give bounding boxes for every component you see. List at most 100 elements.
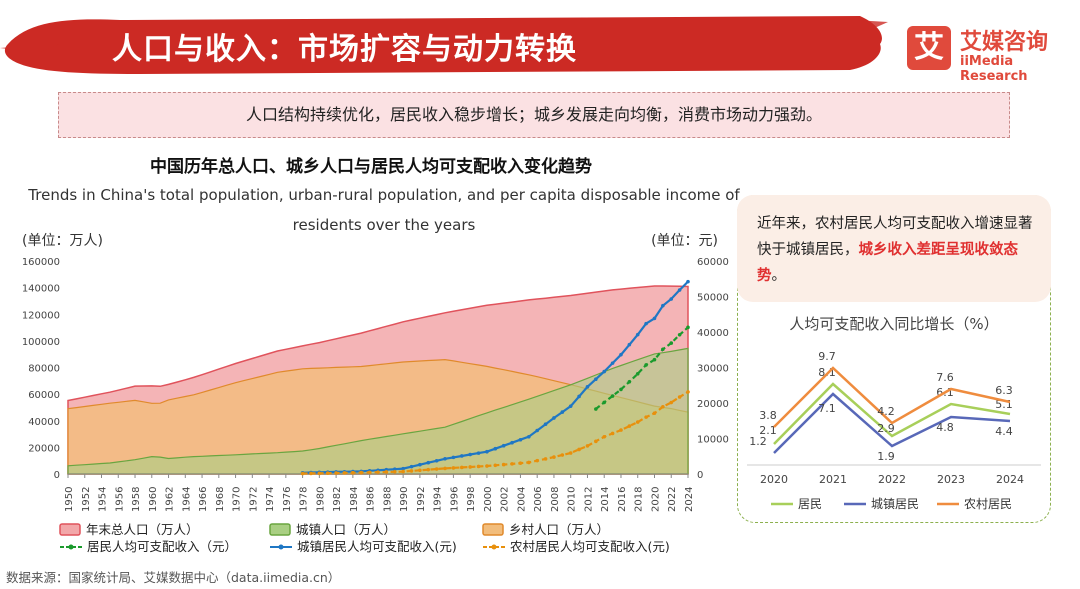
income-point: [451, 455, 456, 460]
growth-value-label: 2.1: [759, 424, 777, 437]
legend-marker: [491, 544, 497, 550]
income-point: [510, 440, 514, 445]
x-tick-label: 1994: [433, 487, 444, 512]
x-tick-label: 2018: [634, 487, 645, 512]
income-point: [635, 420, 640, 424]
x-tick-label: 1964: [181, 487, 192, 512]
left-tick-label: 160000: [22, 257, 60, 268]
income-point: [627, 342, 632, 347]
growth-x-label: 2020: [760, 473, 788, 486]
x-tick-label: 2008: [550, 487, 561, 512]
x-tick-label: 2016: [617, 487, 628, 512]
income-point: [476, 451, 481, 455]
x-tick-label: 1954: [98, 487, 109, 512]
income-point: [652, 316, 657, 321]
growth-x-label: 2024: [996, 473, 1024, 486]
legend-label: 城镇人口（万人）: [296, 522, 396, 537]
right-tick-label: 10000: [697, 435, 729, 446]
left-tick-label: 80000: [28, 364, 60, 375]
income-point: [468, 452, 472, 457]
growth-value-label: 1.2: [749, 435, 767, 448]
left-tick-label: 120000: [22, 310, 60, 321]
income-point: [426, 460, 431, 465]
income-point: [401, 466, 405, 471]
income-point: [594, 377, 598, 381]
income-point: [677, 332, 682, 337]
growth-value-label: 3.8: [759, 409, 777, 422]
income-point: [619, 428, 623, 432]
x-tick-label: 1956: [114, 487, 125, 512]
income-point: [418, 468, 422, 473]
income-point: [384, 470, 389, 474]
income-point: [485, 464, 489, 468]
income-point: [510, 462, 514, 466]
x-tick-label: 1982: [332, 487, 343, 512]
income-point: [669, 400, 674, 405]
income-point: [459, 465, 464, 470]
legend-marker: [68, 544, 74, 550]
income-point: [594, 407, 598, 411]
growth-line-2: [773, 366, 1011, 428]
x-tick-label: 2014: [600, 487, 611, 512]
x-tick-label: 1962: [165, 487, 176, 512]
right-tick-label: 60000: [697, 257, 729, 268]
income-point: [585, 444, 590, 448]
income-point: [568, 451, 573, 455]
x-tick-label: 1978: [299, 487, 310, 512]
insight-note: 近年来，农村居民人均可支配收入增速显著快于城镇居民，城乡收入差距呈现收敛态势。: [737, 195, 1051, 302]
legend-swatch: [269, 523, 291, 536]
left-tick-label: 40000: [28, 417, 60, 428]
growth-line-0: [773, 382, 1011, 445]
x-tick-label: 2012: [583, 487, 594, 512]
growth-chart-title: 人均可支配收入同比增长（%）: [789, 315, 999, 333]
income-point: [652, 411, 657, 415]
x-tick-label: 1996: [449, 487, 460, 512]
income-point: [677, 288, 682, 292]
income-point: [376, 470, 380, 474]
growth-value-label: 7.6: [936, 371, 954, 384]
income-point: [602, 400, 607, 405]
income-point: [602, 369, 607, 374]
income-point: [669, 341, 674, 345]
income-point: [627, 379, 632, 384]
income-point: [518, 461, 523, 465]
logo-text-en: iiMedia Research: [960, 54, 1028, 84]
growth-chart: 2.18.12.96.15.11.27.11.94.8 4.43.89.74.27…: [747, 350, 1041, 511]
income-point: [501, 443, 506, 448]
right-tick-label: 50000: [697, 293, 729, 304]
legend-label: 居民人均可支配收入（元）: [87, 539, 237, 554]
income-point: [418, 462, 422, 467]
income-point: [493, 446, 498, 451]
growth-value-label: 4.4: [995, 425, 1013, 438]
income-point: [669, 297, 674, 301]
income-point: [451, 466, 456, 470]
income-point: [644, 363, 648, 367]
income-point: [434, 467, 439, 471]
income-point: [443, 466, 447, 471]
growth-x-label: 2023: [937, 473, 965, 486]
growth-value-label: 9.7: [818, 350, 836, 363]
income-point: [527, 434, 531, 439]
x-tick-label: 2024: [684, 487, 695, 512]
income-point: [468, 465, 472, 469]
income-point: [560, 410, 565, 414]
income-point: [552, 455, 556, 459]
summary-text: 人口结构持续优化，居民收入稳步增长；城乡发展走向均衡，消费市场动力强劲。: [245, 105, 822, 124]
x-tick-label: 2022: [667, 487, 678, 512]
income-point: [635, 371, 640, 376]
income-point: [686, 325, 690, 330]
page-title: 人口与收入：市场扩容与动力转换: [112, 32, 577, 67]
left-tick-label: 140000: [22, 284, 60, 295]
income-point: [568, 404, 573, 408]
income-point: [644, 415, 648, 419]
growth-value-label: 4.2: [877, 405, 895, 418]
note-end: 。: [771, 268, 787, 284]
chart-subtitle: Trends in China's total population, urba…: [28, 186, 740, 234]
income-point: [560, 453, 565, 457]
income-point: [351, 470, 355, 475]
x-tick-label: 1974: [265, 487, 276, 512]
income-point: [577, 394, 581, 399]
income-point: [661, 404, 665, 409]
growth-value-label: 6.3: [995, 384, 1013, 397]
income-point: [426, 467, 431, 472]
